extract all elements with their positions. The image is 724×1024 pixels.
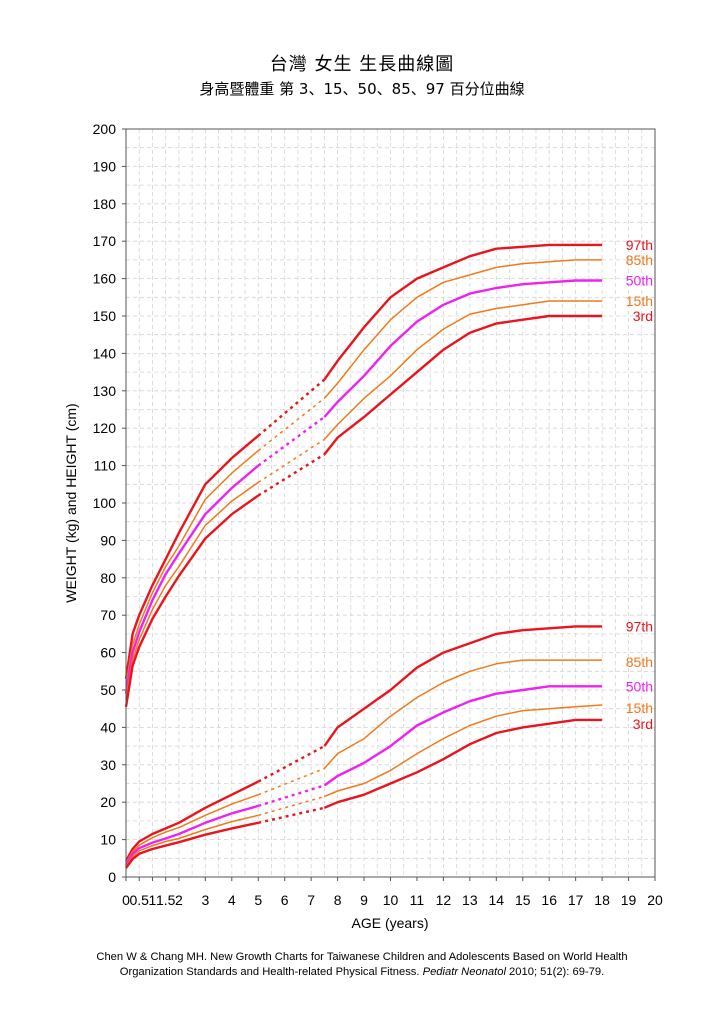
series-height-p3-label: 3rd bbox=[633, 308, 653, 324]
y-tick-label: 20 bbox=[100, 794, 116, 810]
citation-line-2: Organization Standards and Health-relate… bbox=[0, 965, 724, 980]
x-tick-label: 4 bbox=[228, 892, 236, 908]
series-height-p97-line-early bbox=[124, 434, 260, 679]
y-tick-label: 170 bbox=[93, 233, 117, 249]
chart-title: 台灣 女生 生長曲線圖 bbox=[269, 54, 455, 75]
series-height-p85-line-early bbox=[125, 450, 259, 685]
x-tick-label: 9 bbox=[360, 892, 368, 908]
y-tick-label: 10 bbox=[100, 832, 116, 848]
series-weight-p50-line-gap bbox=[257, 784, 325, 808]
series-height-p15-line-gap bbox=[257, 438, 325, 484]
y-tick-label: 50 bbox=[100, 682, 116, 698]
series-weight-p97-line-early bbox=[124, 780, 259, 862]
y-tick-label: 190 bbox=[93, 158, 117, 174]
series-weight-p50-label: 50th bbox=[626, 678, 653, 694]
x-tick-label: 3 bbox=[201, 892, 209, 908]
series-height-p3-line-gap bbox=[257, 453, 326, 497]
x-tick-label: 19 bbox=[621, 892, 637, 908]
x-tick-label: 14 bbox=[489, 892, 505, 908]
series-height-p3-line-late bbox=[323, 314, 603, 456]
series-height-p97-line-gap bbox=[257, 378, 326, 437]
y-tick-label: 120 bbox=[93, 420, 117, 436]
y-tick-label: 180 bbox=[93, 196, 117, 212]
y-tick-label: 90 bbox=[100, 532, 116, 548]
series-weight-p85-label: 85th bbox=[626, 654, 653, 670]
citation-authors-title: Organization Standards and Health-relate… bbox=[119, 966, 423, 978]
y-tick-label: 80 bbox=[100, 570, 116, 586]
y-axis-ticks: 0 10 20 30 40 50 60 70 80 90 100 110 120 130 140 150 160… bbox=[93, 121, 126, 885]
series-height-p97-label: 97th bbox=[626, 237, 653, 253]
grid-lines bbox=[126, 129, 655, 877]
y-tick-label: 140 bbox=[93, 345, 117, 361]
x-tick-label: 20 bbox=[647, 892, 663, 908]
x-tick-label: 13 bbox=[462, 892, 478, 908]
citation-volume: 2010; 51(2): 69-79. bbox=[505, 966, 605, 978]
chart-subtitle: 身高暨體重 第 3、15、50、85、97 百分位曲線 bbox=[199, 80, 525, 98]
x-tick-label: 7 bbox=[307, 892, 315, 908]
x-tick-label: 2 bbox=[175, 892, 183, 908]
x-tick-label: 12 bbox=[436, 892, 452, 908]
y-tick-label: 40 bbox=[100, 719, 116, 735]
series-weight-p3-line-late bbox=[323, 718, 603, 809]
series-weight-p97-line-gap bbox=[257, 745, 325, 783]
citation-journal: Pediatr Neonatol bbox=[422, 966, 506, 978]
x-tick-label: 16 bbox=[541, 892, 557, 908]
y-tick-label: 200 bbox=[93, 121, 117, 137]
y-tick-label: 110 bbox=[94, 458, 117, 474]
x-tick-label: 10 bbox=[383, 892, 399, 908]
series-weight-p15-label: 15th bbox=[626, 700, 653, 716]
x-tick-label: 0.5 bbox=[129, 892, 149, 908]
y-tick-label: 150 bbox=[93, 308, 117, 324]
series-weight-p97-line-late bbox=[323, 625, 603, 747]
series-weight-p85-line-late bbox=[323, 659, 603, 769]
y-tick-label: 130 bbox=[93, 383, 117, 399]
series-height-p15-label: 15th bbox=[626, 293, 653, 309]
y-tick-label: 60 bbox=[100, 645, 116, 661]
y-tick-label: 30 bbox=[100, 757, 116, 773]
x-tick-label: 6 bbox=[281, 892, 289, 908]
series-weight-p15-line-late bbox=[324, 704, 603, 798]
x-tick-label: 0 bbox=[122, 892, 130, 908]
series-weight-p15-line-early bbox=[125, 814, 259, 867]
x-tick-label: 15 bbox=[515, 892, 531, 908]
series-height-p15-line-late bbox=[323, 300, 603, 440]
x-tick-label: 11 bbox=[410, 892, 425, 908]
y-axis-label: WEIGHT (kg) and HEIGHT (cm) bbox=[63, 403, 79, 602]
x-tick-label: 17 bbox=[568, 892, 584, 908]
y-tick-label: 100 bbox=[93, 495, 117, 511]
x-tick-label: 5 bbox=[254, 892, 262, 908]
x-tick-label: 1 bbox=[149, 892, 157, 908]
y-tick-label: 70 bbox=[100, 607, 116, 623]
series-weight-p97-label: 97th bbox=[626, 618, 653, 634]
citation-line-1: Chen W & Chang MH. New Growth Charts for… bbox=[96, 951, 628, 963]
series-height-p50-label: 50th bbox=[626, 272, 653, 288]
chart-series bbox=[124, 243, 603, 869]
series-height-p97-line-late bbox=[323, 243, 603, 381]
series-height-p85-line-late bbox=[323, 259, 603, 399]
series-weight-p3-label: 3rd bbox=[633, 716, 653, 732]
series-weight-p50-line-late bbox=[323, 685, 603, 787]
series-weight-p3-line-gap bbox=[258, 806, 325, 824]
series-weight-p85-line-early bbox=[125, 793, 259, 864]
y-tick-label: 0 bbox=[108, 869, 116, 885]
series-height-p85-line-gap bbox=[257, 397, 325, 452]
y-tick-label: 160 bbox=[93, 271, 117, 287]
series-weight-p50-line-early bbox=[124, 804, 259, 866]
x-axis-label: AGE (years) bbox=[351, 915, 428, 931]
series-height-p50-line-early bbox=[124, 464, 260, 694]
x-axis-ticks: 0 0.5 1 1.5 2 3 4 5 6 7 8 9 10 11 12 13 14 15 16 17 18 19 20 bbox=[122, 877, 663, 908]
x-tick-label: 8 bbox=[334, 892, 342, 908]
series-weight-p15-line-gap bbox=[258, 795, 325, 817]
series-height-p3-line-early bbox=[124, 494, 259, 707]
x-tick-label: 18 bbox=[594, 892, 610, 908]
series-height-p15-line-early bbox=[125, 481, 259, 700]
x-tick-label: 1.5 bbox=[156, 892, 176, 908]
series-height-p85-label: 85th bbox=[626, 252, 653, 268]
series-height-p50-line-late bbox=[323, 279, 603, 418]
citation: Chen W & Chang MH. New Growth Charts for… bbox=[0, 950, 724, 980]
series-weight-p3-line-early bbox=[125, 821, 259, 869]
series-weight-p85-line-gap bbox=[258, 767, 325, 796]
